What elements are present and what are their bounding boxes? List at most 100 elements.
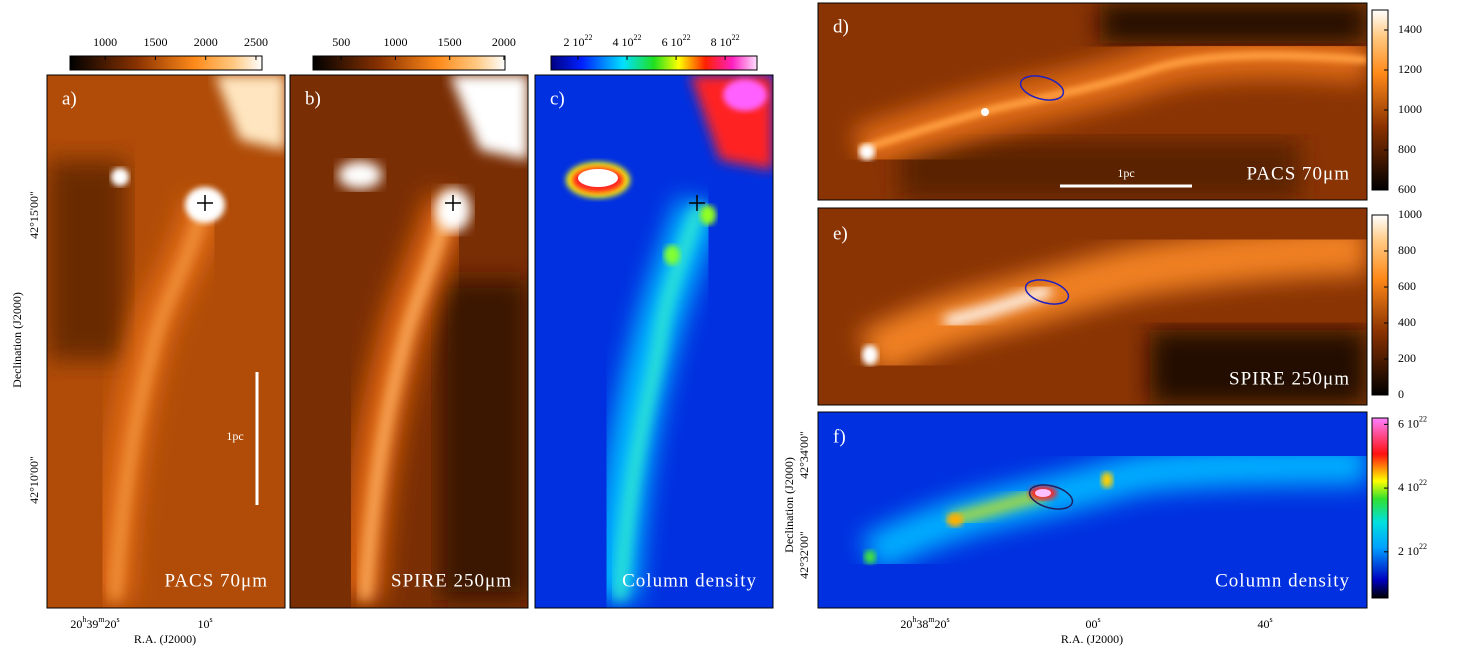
image-a: [47, 75, 285, 608]
x-tick-part: 20: [900, 617, 912, 631]
x-tick-part: s: [209, 615, 212, 624]
x-tick-label: 00s: [1085, 615, 1100, 630]
tick-exponent: 22: [634, 33, 642, 42]
panel-label: f): [833, 426, 846, 447]
tick-exponent: 22: [683, 33, 691, 42]
x-tick-part: h: [82, 615, 86, 624]
panel-label: a): [62, 88, 77, 109]
y-axis-label: Declination (J2000): [782, 457, 796, 553]
colorbar-tick-label: 800: [1398, 243, 1416, 257]
colorbar-tick-label: 200: [1398, 351, 1416, 365]
x-tick-part: 20: [105, 617, 117, 631]
x-tick-label: 40s: [1257, 615, 1272, 630]
panel-caption: Column density: [1215, 570, 1350, 591]
tick-mantissa: 4 10: [613, 35, 634, 49]
x-tick-label: 20h39m20s: [70, 615, 119, 630]
x-tick-part: h: [912, 615, 916, 624]
tick-exponent: 22: [584, 33, 592, 42]
panel-caption: Column density: [622, 570, 757, 591]
x-axis-label: R.A. (J2000): [1061, 632, 1123, 646]
colorbar-tick-label: 1500: [438, 35, 462, 49]
colorbar-tick-label: 600: [1398, 182, 1416, 196]
colorbar: [550, 55, 758, 71]
panel-caption: SPIRE 250μm: [1229, 368, 1350, 389]
scale-label: 1pc: [1117, 166, 1134, 180]
x-tick-part: 40: [1257, 617, 1269, 631]
colorbar-tick-label: 2500: [244, 35, 268, 49]
image-f: [818, 412, 1367, 608]
x-tick-part: s: [117, 615, 120, 624]
colorbar-tick-label: 6 1022: [662, 33, 691, 48]
colorbar: [312, 55, 506, 71]
colorbar-tick-label: 6 1022: [1398, 415, 1427, 430]
tick-exponent: 22: [732, 33, 740, 42]
colorbar-tick-label: 1400: [1398, 22, 1422, 36]
colorbar-tick-label: 1200: [1398, 62, 1422, 76]
x-tick-label: 10s: [197, 615, 212, 630]
colorbar-tick-label: 800: [1398, 142, 1416, 156]
colorbar: [69, 55, 263, 71]
tick-mantissa: 8 10: [711, 35, 732, 49]
colorbar-tick-label: 400: [1398, 315, 1416, 329]
colorbar-tick-label: 8 1022: [711, 33, 740, 48]
image-e: [818, 208, 1367, 405]
colorbar-tick-label: 2000: [492, 35, 516, 49]
panel-label: e): [833, 223, 848, 244]
tick-exponent: 22: [1419, 542, 1427, 551]
colorbar-tick-label: 2 1022: [1398, 542, 1427, 557]
colorbar: [1371, 214, 1389, 396]
tick-mantissa: 6 10: [662, 35, 683, 49]
crosses: [197, 195, 705, 211]
x-tick-part: 20: [70, 617, 82, 631]
y-tick-label: 42°32'00": [797, 531, 811, 579]
colorbar-tick-label: 1000: [93, 35, 117, 49]
image-d: [818, 3, 1367, 200]
x-tick-part: 20: [935, 617, 947, 631]
x-tick-part: m: [98, 615, 105, 624]
tick-mantissa: 2 10: [1398, 544, 1419, 558]
panel-caption: PACS 70μm: [165, 570, 269, 591]
y-tick-label: 42°15'00": [27, 191, 41, 239]
x-tick-part: 39: [86, 617, 98, 631]
image-c: [535, 75, 773, 608]
x-tick-part: s: [1269, 615, 1272, 624]
colorbar-tick-label: 4 1022: [613, 33, 642, 48]
tick-mantissa: 6 10: [1398, 416, 1419, 430]
y-tick-label: 42°34'00": [797, 431, 811, 479]
colorbar-tick-label: 2000: [194, 35, 218, 49]
panel-label: c): [550, 88, 565, 109]
x-tick-part: s: [1097, 615, 1100, 624]
tick-exponent: 22: [1419, 478, 1427, 487]
colorbar-tick-label: 500: [332, 35, 350, 49]
colorbar-tick-label: 4 1022: [1398, 478, 1427, 493]
x-tick-part: 00: [1085, 617, 1097, 631]
colorbar-tick-label: 1000: [1398, 207, 1422, 221]
colorbar-tick-label: 600: [1398, 279, 1416, 293]
x-tick-part: m: [928, 615, 935, 624]
y-tick-label: 42°10'00": [27, 456, 41, 504]
y-axis-label: Declination (J2000): [10, 292, 24, 388]
tick-mantissa: 4 10: [1398, 480, 1419, 494]
colorbar-tick-label: 1000: [383, 35, 407, 49]
x-tick-part: s: [947, 615, 950, 624]
colorbar-tick-label: 2 1022: [563, 33, 592, 48]
x-tick-label: 20h38m20s: [900, 615, 949, 630]
tick-mantissa: 2 10: [563, 35, 584, 49]
panel-label: d): [833, 16, 849, 37]
colorbar-tick-label: 1500: [143, 35, 167, 49]
scale-label: 1pc: [226, 429, 243, 443]
colorbar: [1371, 9, 1389, 191]
colorbar: [1371, 417, 1389, 599]
tick-exponent: 22: [1419, 415, 1427, 424]
x-axis-label: R.A. (J2000): [134, 632, 196, 646]
frames: [46, 2, 1368, 609]
panel-caption: PACS 70μm: [1247, 163, 1351, 184]
panel-caption: SPIRE 250μm: [391, 570, 512, 591]
colorbar-tick-label: 0: [1398, 387, 1404, 401]
colorbar-tick-label: 1000: [1398, 102, 1422, 116]
x-tick-part: 10: [197, 617, 209, 631]
x-tick-part: 38: [916, 617, 928, 631]
panel-label: b): [305, 88, 321, 109]
image-b: [290, 75, 528, 608]
